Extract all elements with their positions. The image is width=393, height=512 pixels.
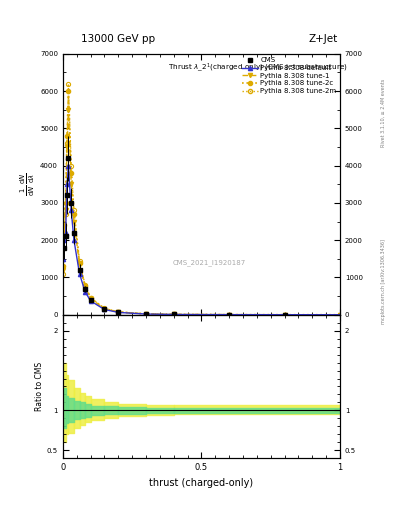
Text: mcplots.cern.ch [arXiv:1306.3436]: mcplots.cern.ch [arXiv:1306.3436] [381,239,386,324]
Text: Thrust $\lambda\_2^1$(charged only) (CMS jet substructure): Thrust $\lambda\_2^1$(charged only) (CMS… [168,61,348,74]
Text: Rivet 3.1.10, ≥ 2.4M events: Rivet 3.1.10, ≥ 2.4M events [381,78,386,147]
X-axis label: thrust (charged-only): thrust (charged-only) [149,478,253,487]
Text: Z+Jet: Z+Jet [309,33,338,44]
Legend: CMS, Pythia 8.308 default, Pythia 8.308 tune-1, Pythia 8.308 tune-2c, Pythia 8.3: CMS, Pythia 8.308 default, Pythia 8.308 … [241,56,338,96]
Y-axis label: Ratio to CMS: Ratio to CMS [35,362,44,411]
Y-axis label: $\frac{1}{\mathrm{d}N}\,\frac{\mathrm{d}N}{\mathrm{d}\lambda}$: $\frac{1}{\mathrm{d}N}\,\frac{\mathrm{d}… [19,173,37,196]
Text: CMS_2021_I1920187: CMS_2021_I1920187 [173,259,246,266]
Text: 13000 GeV pp: 13000 GeV pp [81,33,155,44]
